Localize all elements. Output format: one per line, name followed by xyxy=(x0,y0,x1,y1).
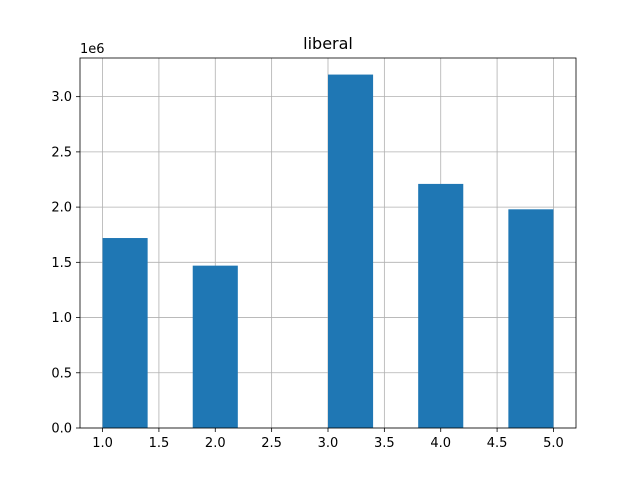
x-tick-label: 2.0 xyxy=(205,436,226,451)
x-tick-label: 4.0 xyxy=(430,436,451,451)
bars xyxy=(102,74,554,428)
y-tick-label: 2.0 xyxy=(51,201,72,216)
x-tick-label: 1.0 xyxy=(92,436,113,451)
y-tick-label: 1.0 xyxy=(51,311,72,326)
x-tick-label: 3.5 xyxy=(374,436,395,451)
x-tick-label: 1.5 xyxy=(149,436,170,451)
y-tick-label: 1.5 xyxy=(51,256,72,271)
y-axis-offset-label: 1e6 xyxy=(80,42,105,57)
x-tick-label: 4.5 xyxy=(487,436,508,451)
chart-title: liberal xyxy=(303,34,353,53)
histogram-bar xyxy=(192,265,238,428)
x-tick-label: 5.0 xyxy=(543,436,564,451)
histogram-bar xyxy=(418,183,464,428)
histogram-bar xyxy=(328,74,374,428)
y-tick-label: 2.5 xyxy=(51,145,72,160)
y-axis-ticks: 0.0 0.5 1.0 1.5 2.0 2.5 3.0 xyxy=(51,90,80,437)
histogram-bar xyxy=(508,209,554,428)
y-tick-label: 3.0 xyxy=(51,90,72,105)
x-tick-label: 3.0 xyxy=(318,436,339,451)
x-axis-ticks: 1.0 1.5 2.0 2.5 3.0 3.5 4.0 4.5 5.0 xyxy=(92,428,564,451)
histogram-bar xyxy=(102,238,148,428)
y-tick-label: 0.0 xyxy=(51,422,72,437)
y-tick-label: 0.5 xyxy=(51,366,72,381)
x-tick-label: 2.5 xyxy=(261,436,282,451)
